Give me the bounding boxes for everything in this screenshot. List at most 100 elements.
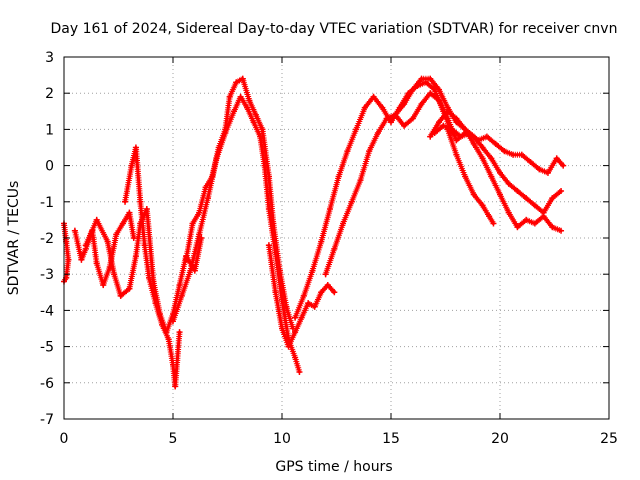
data-point (292, 354, 299, 361)
data-point (237, 93, 244, 100)
data-point (497, 169, 503, 176)
data-point (100, 282, 107, 289)
data-point (298, 314, 305, 321)
data-point (324, 282, 331, 289)
data-point (259, 126, 266, 133)
data-point (104, 238, 111, 245)
data-point (518, 151, 525, 158)
series-12 (61, 220, 72, 285)
data-point (527, 158, 534, 165)
data-point (246, 97, 253, 104)
data-point (418, 101, 425, 108)
data-point (128, 162, 135, 169)
y-tick-label: -1 (40, 195, 54, 211)
series-2 (122, 144, 183, 390)
data-point (93, 216, 100, 223)
data-point (435, 119, 442, 126)
plus-markers (444, 126, 496, 225)
data-point (510, 151, 517, 158)
data-point (137, 198, 144, 205)
data-point (553, 155, 560, 162)
data-point (536, 166, 543, 173)
data-point (497, 191, 503, 198)
data-point (383, 115, 390, 122)
y-axis-label: SDTVAR / TECUs (6, 181, 22, 296)
data-point (401, 101, 408, 108)
data-point (427, 133, 434, 140)
data-series (61, 75, 567, 390)
data-point (418, 75, 425, 82)
data-point (331, 289, 338, 296)
data-point (178, 292, 185, 299)
data-point (435, 97, 442, 104)
data-point (196, 231, 203, 238)
data-point (490, 220, 497, 227)
data-point (505, 180, 512, 187)
data-point (523, 195, 530, 202)
data-point (311, 303, 318, 310)
data-point (113, 231, 120, 238)
data-point (111, 271, 118, 278)
data-point (479, 155, 486, 162)
data-point (353, 126, 360, 133)
data-point (305, 300, 312, 307)
data-point (279, 325, 285, 332)
data-point (318, 289, 325, 296)
data-point (540, 209, 547, 216)
data-point (549, 224, 556, 231)
data-point (292, 329, 299, 336)
x-tick-label: 15 (382, 431, 400, 447)
data-point (209, 173, 216, 180)
data-point (444, 126, 451, 133)
data-point (265, 242, 272, 249)
data-point (176, 282, 183, 289)
data-point (126, 209, 133, 216)
data-point (300, 292, 307, 299)
chart-title: Day 161 of 2024, Sidereal Day-to-day VTE… (51, 21, 618, 37)
data-point (189, 220, 196, 227)
data-point (270, 220, 277, 227)
data-point (322, 271, 329, 278)
data-point (296, 368, 303, 375)
data-point (165, 336, 172, 343)
data-point (152, 300, 159, 307)
x-tick-label: 25 (600, 431, 618, 447)
data-point (344, 148, 351, 155)
data-point (388, 119, 394, 126)
data-point (453, 151, 460, 158)
y-tick-label: -5 (40, 340, 54, 356)
data-point (335, 173, 342, 180)
data-point (196, 209, 203, 216)
data-point (427, 90, 434, 97)
data-point (392, 111, 399, 118)
data-point (78, 256, 85, 263)
data-point (252, 111, 259, 118)
data-point (326, 206, 333, 213)
data-point (560, 162, 567, 169)
data-point (130, 235, 137, 241)
series-10 (431, 122, 567, 176)
data-point (479, 144, 486, 151)
data-point (340, 220, 347, 227)
data-point (122, 198, 129, 205)
data-point (146, 274, 153, 281)
series-5 (265, 242, 338, 350)
data-point (440, 122, 447, 129)
data-point (357, 177, 364, 184)
data-point (170, 361, 176, 368)
series-11 (444, 126, 497, 227)
data-point (479, 202, 486, 209)
data-point (202, 184, 209, 191)
x-tick-label: 0 (60, 431, 69, 447)
data-point (170, 318, 176, 325)
data-point (444, 115, 451, 122)
plus-markers (292, 79, 455, 321)
data-point (126, 285, 133, 292)
data-point (486, 213, 493, 220)
series-0 (71, 209, 137, 289)
data-point (244, 104, 251, 111)
data-point (82, 242, 89, 249)
data-point (457, 133, 464, 140)
data-point (488, 173, 495, 180)
